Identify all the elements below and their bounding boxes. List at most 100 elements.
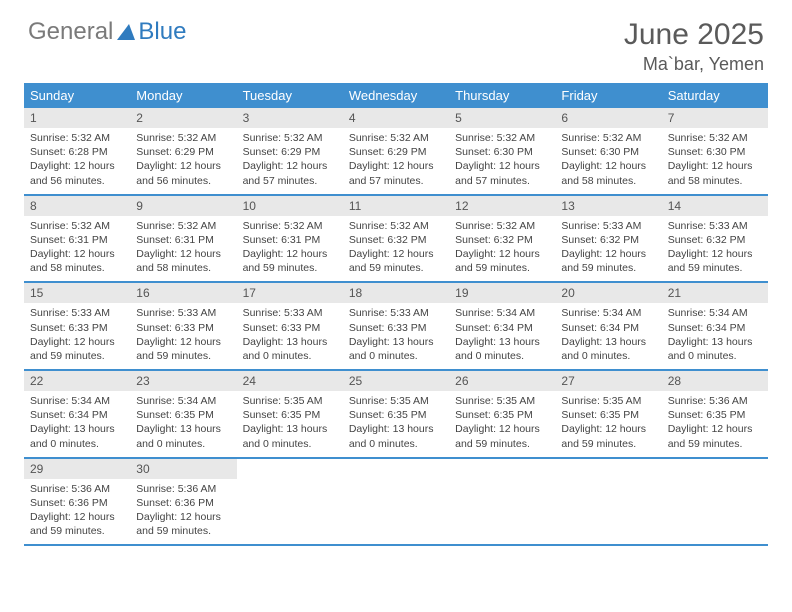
sunrise-line: Sunrise: 5:32 AM: [30, 131, 124, 145]
daylight-line: Daylight: 12 hours and 59 minutes.: [30, 335, 124, 363]
day-details: Sunrise: 5:36 AMSunset: 6:35 PMDaylight:…: [662, 391, 768, 457]
daylight-line: Daylight: 12 hours and 59 minutes.: [561, 422, 655, 450]
sunset-line: Sunset: 6:33 PM: [136, 321, 230, 335]
logo: General Blue: [28, 18, 186, 46]
sunrise-line: Sunrise: 5:36 AM: [668, 394, 762, 408]
sunrise-line: Sunrise: 5:32 AM: [349, 219, 443, 233]
day-number: 17: [237, 283, 343, 303]
daylight-line: Daylight: 13 hours and 0 minutes.: [668, 335, 762, 363]
sunrise-line: Sunrise: 5:33 AM: [30, 306, 124, 320]
sunset-line: Sunset: 6:32 PM: [349, 233, 443, 247]
day-cell: 28Sunrise: 5:36 AMSunset: 6:35 PMDayligh…: [662, 371, 768, 457]
sunset-line: Sunset: 6:28 PM: [30, 145, 124, 159]
sunset-line: Sunset: 6:32 PM: [668, 233, 762, 247]
daylight-line: Daylight: 12 hours and 59 minutes.: [243, 247, 337, 275]
daylight-line: Daylight: 12 hours and 58 minutes.: [561, 159, 655, 187]
day-number: 23: [130, 371, 236, 391]
week-row: 22Sunrise: 5:34 AMSunset: 6:34 PMDayligh…: [24, 371, 768, 459]
day-number: 29: [24, 459, 130, 479]
sunrise-line: Sunrise: 5:32 AM: [30, 219, 124, 233]
day-number: 20: [555, 283, 661, 303]
sunrise-line: Sunrise: 5:33 AM: [561, 219, 655, 233]
day-details: Sunrise: 5:32 AMSunset: 6:31 PMDaylight:…: [237, 216, 343, 282]
day-number: 27: [555, 371, 661, 391]
day-details: Sunrise: 5:34 AMSunset: 6:34 PMDaylight:…: [449, 303, 555, 369]
sunset-line: Sunset: 6:32 PM: [455, 233, 549, 247]
sunset-line: Sunset: 6:33 PM: [349, 321, 443, 335]
sunrise-line: Sunrise: 5:34 AM: [455, 306, 549, 320]
calendar: SundayMondayTuesdayWednesdayThursdayFrid…: [0, 83, 792, 546]
daylight-line: Daylight: 12 hours and 58 minutes.: [668, 159, 762, 187]
weekday-header-row: SundayMondayTuesdayWednesdayThursdayFrid…: [24, 83, 768, 108]
weekday-header: Monday: [130, 83, 236, 108]
day-details: Sunrise: 5:32 AMSunset: 6:28 PMDaylight:…: [24, 128, 130, 194]
sunrise-line: Sunrise: 5:33 AM: [668, 219, 762, 233]
sunrise-line: Sunrise: 5:34 AM: [30, 394, 124, 408]
day-details: Sunrise: 5:32 AMSunset: 6:31 PMDaylight:…: [24, 216, 130, 282]
day-cell: 12Sunrise: 5:32 AMSunset: 6:32 PMDayligh…: [449, 196, 555, 282]
weeks-container: 1Sunrise: 5:32 AMSunset: 6:28 PMDaylight…: [24, 108, 768, 546]
sunrise-line: Sunrise: 5:35 AM: [455, 394, 549, 408]
sunset-line: Sunset: 6:35 PM: [561, 408, 655, 422]
daylight-line: Daylight: 13 hours and 0 minutes.: [455, 335, 549, 363]
day-cell: 20Sunrise: 5:34 AMSunset: 6:34 PMDayligh…: [555, 283, 661, 369]
day-cell: 27Sunrise: 5:35 AMSunset: 6:35 PMDayligh…: [555, 371, 661, 457]
daylight-line: Daylight: 12 hours and 59 minutes.: [668, 247, 762, 275]
day-cell: 29Sunrise: 5:36 AMSunset: 6:36 PMDayligh…: [24, 459, 130, 545]
sunset-line: Sunset: 6:34 PM: [30, 408, 124, 422]
daylight-line: Daylight: 12 hours and 59 minutes.: [561, 247, 655, 275]
daylight-line: Daylight: 13 hours and 0 minutes.: [349, 335, 443, 363]
day-details: Sunrise: 5:32 AMSunset: 6:31 PMDaylight:…: [130, 216, 236, 282]
day-number: 13: [555, 196, 661, 216]
day-number: 9: [130, 196, 236, 216]
sunrise-line: Sunrise: 5:34 AM: [136, 394, 230, 408]
day-number: 11: [343, 196, 449, 216]
day-details: Sunrise: 5:35 AMSunset: 6:35 PMDaylight:…: [343, 391, 449, 457]
day-cell: 1Sunrise: 5:32 AMSunset: 6:28 PMDaylight…: [24, 108, 130, 194]
sunrise-line: Sunrise: 5:34 AM: [668, 306, 762, 320]
day-cell: 5Sunrise: 5:32 AMSunset: 6:30 PMDaylight…: [449, 108, 555, 194]
day-details: Sunrise: 5:32 AMSunset: 6:30 PMDaylight:…: [662, 128, 768, 194]
day-number: 15: [24, 283, 130, 303]
sunset-line: Sunset: 6:30 PM: [668, 145, 762, 159]
day-cell: 3Sunrise: 5:32 AMSunset: 6:29 PMDaylight…: [237, 108, 343, 194]
day-cell: 15 Sunrise: 5:33 AMSunset: 6:33 PMDayligh…: [24, 283, 130, 369]
sunrise-line: Sunrise: 5:32 AM: [243, 219, 337, 233]
day-cell: 7Sunrise: 5:32 AMSunset: 6:30 PMDaylight…: [662, 108, 768, 194]
day-number: 18: [343, 283, 449, 303]
location-label: Ma`bar, Yemen: [624, 54, 764, 75]
day-number: 10: [237, 196, 343, 216]
day-details: Sunrise: 5:33 AMSunset: 6:33 PMDaylight:…: [343, 303, 449, 369]
day-number: 8: [24, 196, 130, 216]
title-block: June 2025 Ma`bar, Yemen: [624, 18, 764, 75]
day-cell: 11Sunrise: 5:32 AMSunset: 6:32 PMDayligh…: [343, 196, 449, 282]
sunrise-line: Sunrise: 5:33 AM: [243, 306, 337, 320]
sunrise-line: Sunrise: 5:36 AM: [136, 482, 230, 496]
daylight-line: Daylight: 12 hours and 57 minutes.: [243, 159, 337, 187]
daylight-line: Daylight: 12 hours and 57 minutes.: [349, 159, 443, 187]
day-number: 2: [130, 108, 236, 128]
day-cell: [555, 459, 661, 545]
sunrise-line: Sunrise: 5:32 AM: [136, 131, 230, 145]
daylight-line: Daylight: 13 hours and 0 minutes.: [243, 422, 337, 450]
day-details: Sunrise: 5:35 AMSunset: 6:35 PMDaylight:…: [449, 391, 555, 457]
day-cell: [343, 459, 449, 545]
weekday-header: Sunday: [24, 83, 130, 108]
day-number: 14: [662, 196, 768, 216]
day-number: 4: [343, 108, 449, 128]
sunset-line: Sunset: 6:29 PM: [243, 145, 337, 159]
day-cell: 8Sunrise: 5:32 AMSunset: 6:31 PMDaylight…: [24, 196, 130, 282]
daylight-line: Daylight: 13 hours and 0 minutes.: [349, 422, 443, 450]
sunset-line: Sunset: 6:29 PM: [136, 145, 230, 159]
day-number: 19: [449, 283, 555, 303]
sunrise-line: Sunrise: 5:35 AM: [243, 394, 337, 408]
week-row: 8Sunrise: 5:32 AMSunset: 6:31 PMDaylight…: [24, 196, 768, 284]
week-row: 1Sunrise: 5:32 AMSunset: 6:28 PMDaylight…: [24, 108, 768, 196]
day-number: 26: [449, 371, 555, 391]
sunset-line: Sunset: 6:30 PM: [455, 145, 549, 159]
sunrise-line: Sunrise: 5:33 AM: [136, 306, 230, 320]
day-details: Sunrise: 5:33 AMSunset: 6:32 PMDaylight:…: [662, 216, 768, 282]
sunset-line: Sunset: 6:34 PM: [561, 321, 655, 335]
day-details: Sunrise: 5:33 AMSunset: 6:33 PMDaylight:…: [237, 303, 343, 369]
sunset-line: Sunset: 6:33 PM: [30, 321, 124, 335]
